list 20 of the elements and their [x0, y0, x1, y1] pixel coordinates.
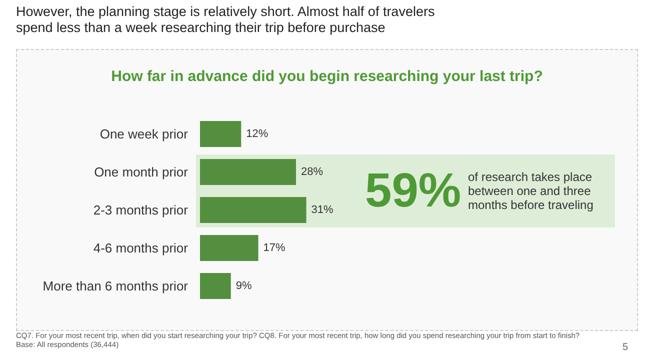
y-tick-label: More than 6 months prior: [42, 278, 189, 294]
bar: [200, 121, 242, 147]
text: of research takes place between one and three months before traveling: [468, 170, 596, 212]
bar: [200, 235, 258, 261]
y-tick-label: One week prior: [100, 126, 189, 142]
chart-subtitle: How far in advance did you begin researching your last trip?: [110, 68, 544, 85]
bar: [200, 197, 306, 223]
data-label: 12%: [246, 128, 268, 140]
bar: [200, 273, 231, 299]
y-tick-label: 2-3 months prior: [93, 202, 189, 218]
data-label: 31%: [311, 204, 334, 216]
text: 59%: [365, 164, 462, 218]
data-label: 9%: [236, 280, 252, 292]
data-label: 17%: [263, 242, 286, 254]
y-tick-label: One month prior: [94, 164, 189, 180]
bar: [200, 159, 296, 185]
y-tick-label: 4-6 months prior: [93, 240, 189, 256]
data-label: 28%: [301, 166, 324, 178]
chart-title: However, the planning stage is relatively short. Almost half of travelers spend less than a week researching their trip before purchase: [16, 4, 436, 36]
text: 5: [622, 342, 628, 353]
